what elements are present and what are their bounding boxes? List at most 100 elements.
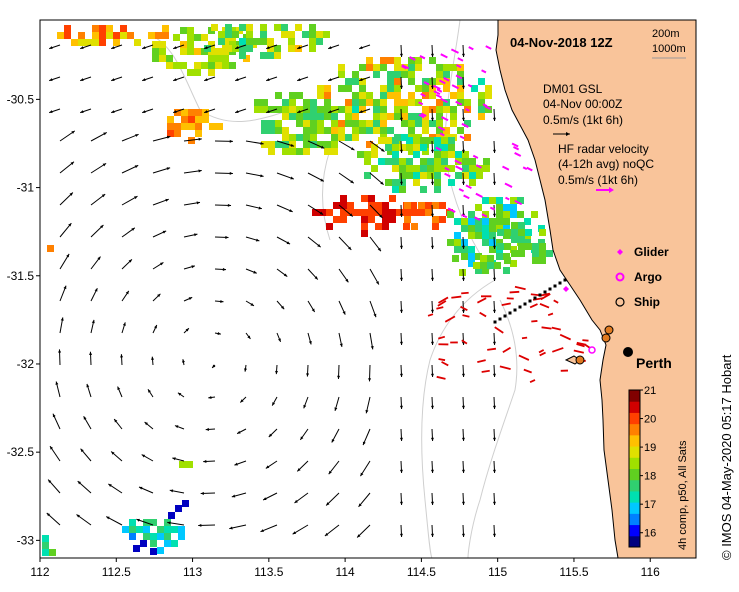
sst-pixel <box>373 71 380 78</box>
sst-pixel <box>539 243 546 250</box>
sst-pixel <box>218 38 225 45</box>
y-tick-label: -31 <box>17 181 35 195</box>
sst-pixel <box>408 113 415 120</box>
hf-arrow <box>447 207 456 213</box>
model-arrowhead <box>89 351 93 355</box>
model-arrowhead <box>101 194 106 198</box>
model-arrowhead <box>169 489 174 493</box>
model-arrowhead <box>66 253 70 258</box>
sst-pixel <box>275 120 282 127</box>
sst-pixel <box>361 223 368 230</box>
sst-pixel <box>260 52 267 59</box>
sst-pixel <box>310 99 317 106</box>
sst-pixel <box>406 158 413 165</box>
red-hf-arrow <box>479 311 487 318</box>
sst-pixel <box>296 134 303 141</box>
sst-pixel <box>174 130 181 137</box>
sst-pixel <box>267 45 274 52</box>
sst-pixel <box>136 526 143 533</box>
sst-pixel <box>380 99 387 106</box>
hf-arrow <box>514 199 523 206</box>
sst-pixel <box>457 127 464 134</box>
sst-pixel <box>531 211 538 218</box>
model-arrowhead <box>196 201 200 205</box>
sst-pixel <box>399 165 406 172</box>
sst-pixel <box>171 540 178 547</box>
sst-pixel <box>143 526 150 533</box>
sst-pixel <box>159 48 166 55</box>
model-arrowhead <box>135 134 139 137</box>
sst-pixel <box>503 218 510 225</box>
hf-arrow <box>438 79 446 85</box>
sst-pixel <box>42 535 49 542</box>
glider-track-point <box>528 299 532 303</box>
sst-pixel <box>289 99 296 106</box>
model-arrowhead <box>292 531 297 535</box>
model-arrowhead <box>430 149 434 153</box>
sst-pixel <box>92 25 99 32</box>
sst-pixel <box>392 186 399 193</box>
model-arrowhead <box>399 309 403 313</box>
sst-pixel <box>218 31 225 38</box>
sst-pixel <box>489 239 496 246</box>
hf-arrow <box>475 164 482 169</box>
model-arrowhead <box>430 117 434 121</box>
sst-pixel <box>468 253 475 260</box>
red-hf-arrow <box>461 339 468 345</box>
sst-pixel <box>478 113 485 120</box>
red-hf-arrow <box>436 306 444 310</box>
sst-pixel <box>64 25 71 32</box>
sst-pixel <box>517 211 524 218</box>
model-arrowhead <box>260 174 264 178</box>
model-arrowhead <box>55 381 59 385</box>
sst-pixel <box>352 134 359 141</box>
contour-200m-south <box>467 299 518 558</box>
sst-pixel <box>427 165 434 172</box>
model-velocity-arrows <box>46 44 496 538</box>
glider-track-point <box>513 308 517 312</box>
sst-pixel <box>406 172 413 179</box>
argo-marker <box>588 346 596 354</box>
red-hf-arrow <box>437 300 447 307</box>
sst-pixel <box>288 38 295 45</box>
colorbar-tick-label: 21 <box>644 385 656 397</box>
sst-pixel <box>469 158 476 165</box>
sst-pixel <box>64 32 71 39</box>
sst-pixel <box>282 99 289 106</box>
sst-pixel <box>476 165 483 172</box>
model-arrowhead <box>283 273 288 277</box>
model-arrowhead <box>381 148 385 152</box>
sst-pixel <box>480 255 487 262</box>
model-arrowhead <box>377 247 381 252</box>
hf-arrow <box>465 108 470 112</box>
sst-pixel <box>204 45 211 52</box>
hf-arrow <box>401 64 410 70</box>
sst-pixel <box>375 223 382 230</box>
sst-pixel <box>389 195 396 202</box>
sst-pixel <box>296 106 303 113</box>
model-arrowhead <box>294 499 298 503</box>
sst-pixel <box>496 211 503 218</box>
sst-pixel <box>429 57 436 64</box>
sst-pixel <box>420 186 427 193</box>
sst-pixel <box>475 267 482 274</box>
sst-pixel <box>385 158 392 165</box>
sst-pixel <box>452 255 459 262</box>
sst-pixel <box>275 106 282 113</box>
sst-pixel <box>371 165 378 172</box>
sst-pixel <box>171 526 178 533</box>
hf-info-line1: HF radar velocity <box>558 142 649 156</box>
model-arrowhead <box>91 319 95 324</box>
sst-pixel <box>408 127 415 134</box>
model-arrowhead <box>204 110 208 114</box>
model-arrowhead <box>229 171 233 175</box>
hf-arrow <box>436 88 443 93</box>
sst-pixel <box>167 130 174 137</box>
sst-pixel <box>42 542 49 549</box>
sst-pixel <box>464 99 471 106</box>
sst-pixel <box>164 526 171 533</box>
glider-track-point <box>523 302 527 306</box>
sst-pixel <box>434 137 441 144</box>
sst-pixel <box>303 120 310 127</box>
sst-pixel <box>288 31 295 38</box>
